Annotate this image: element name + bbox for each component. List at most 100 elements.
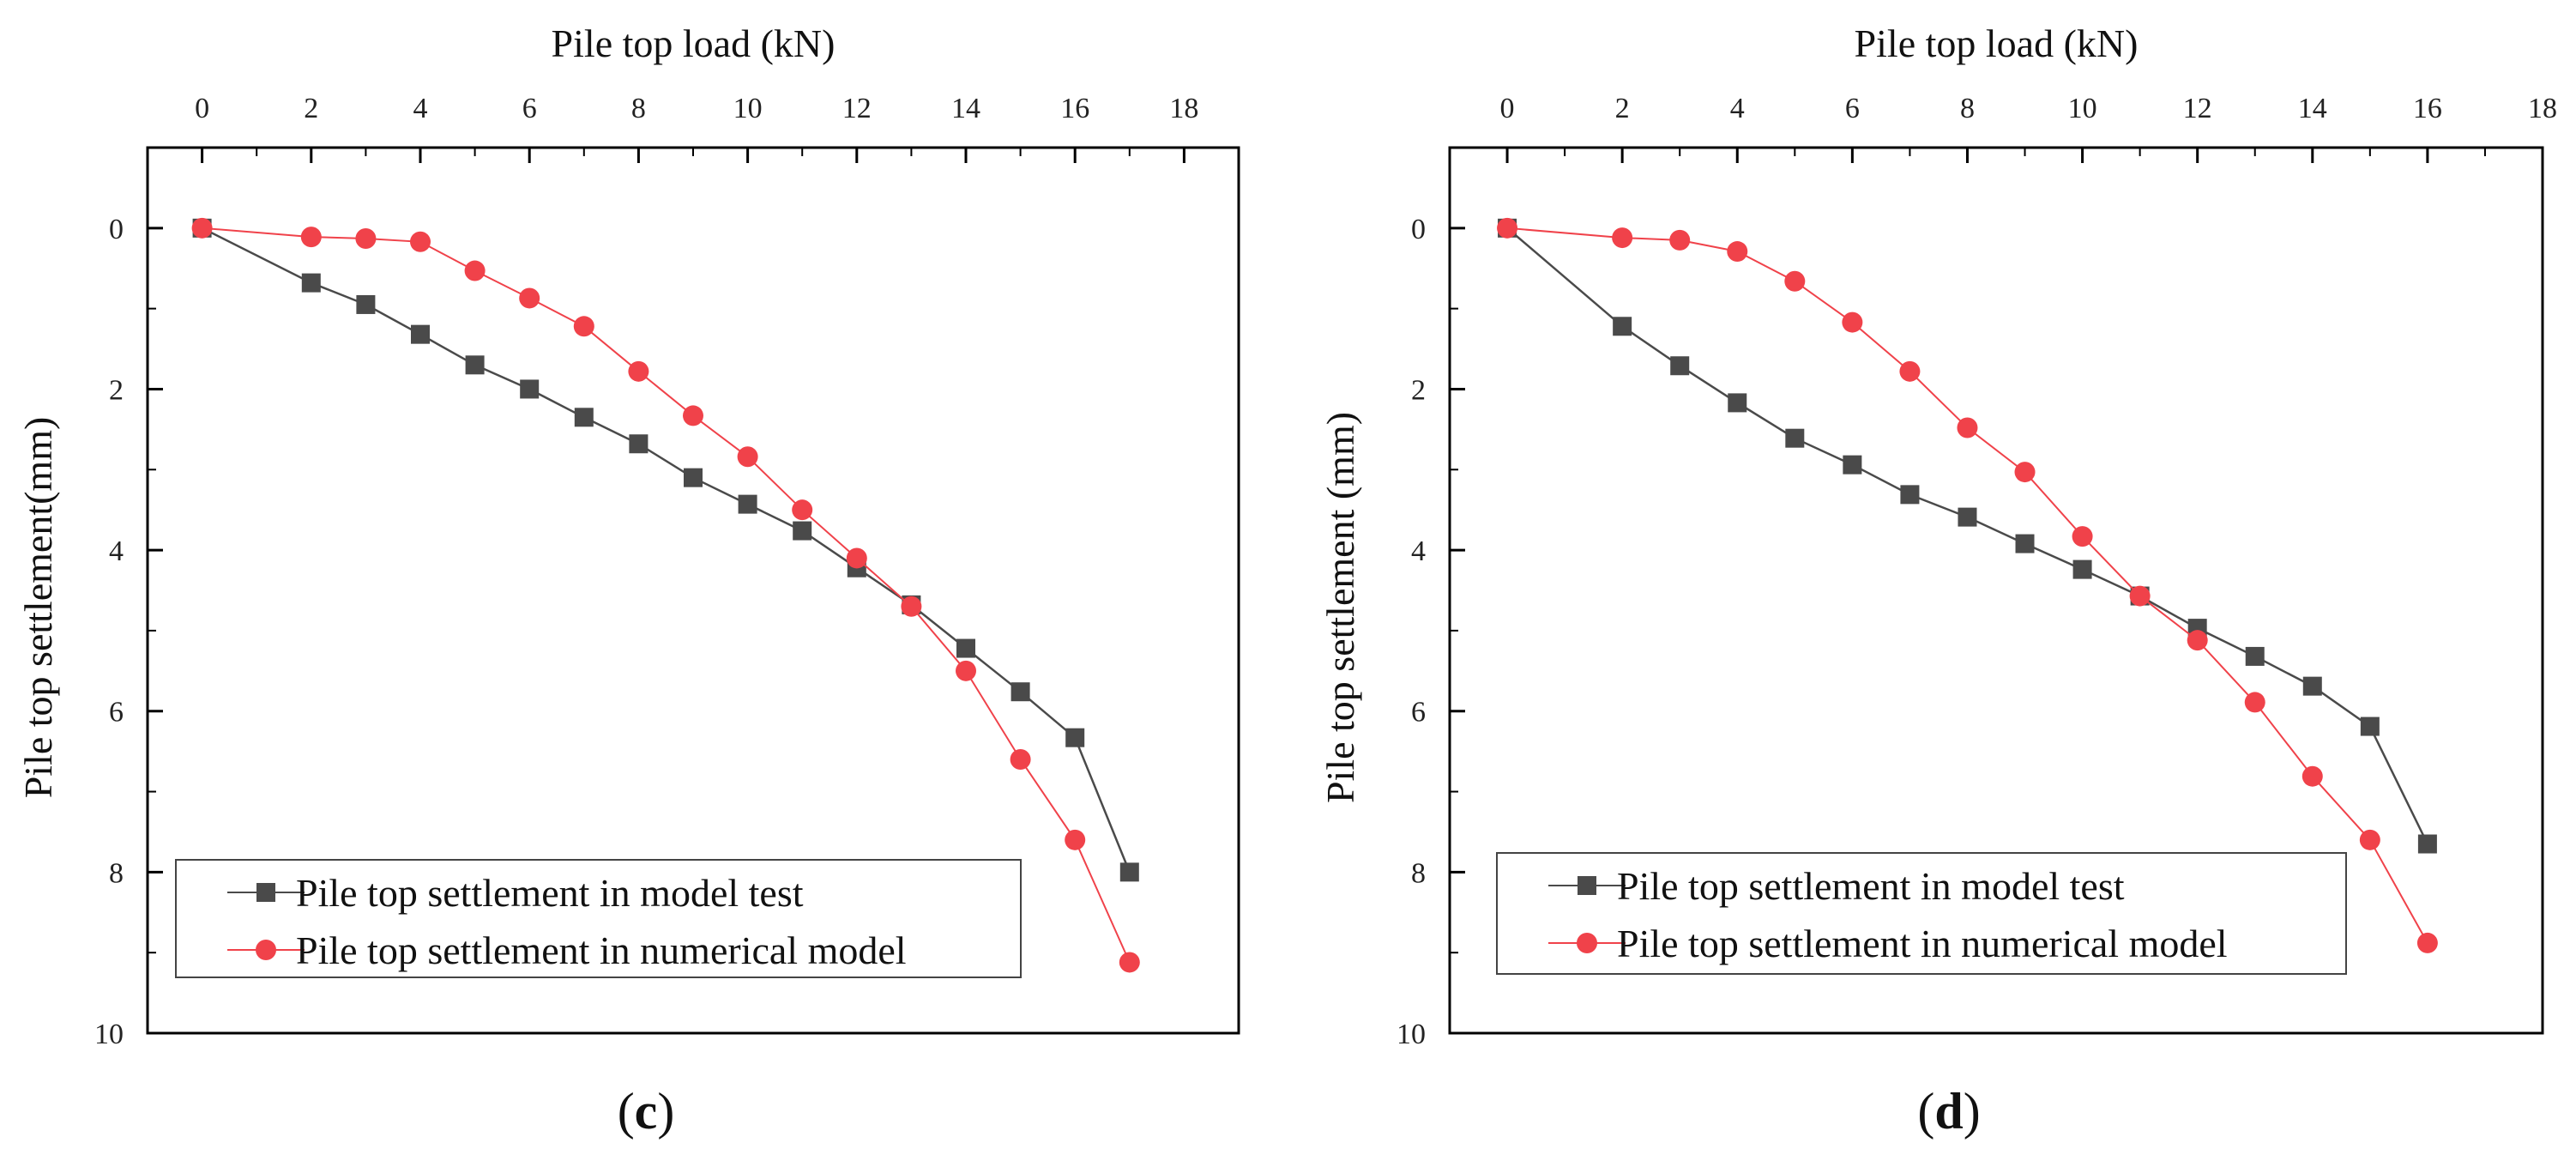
x-tick-label: 0 [195,93,209,124]
data-point-circle [1669,229,1691,251]
legend-label: Pile top settlement in model test [1617,864,2125,908]
y-tick-label: 10 [1397,1019,1426,1050]
data-point-square [956,638,975,658]
y-tick-label: 4 [109,535,124,567]
series-line [202,227,1131,963]
data-point-square [1010,682,1030,702]
data-point-circle [355,228,377,250]
data-point-circle [2014,462,2036,483]
data-point-circle [846,547,867,569]
data-point-circle [1842,311,1863,333]
data-point-square [1958,507,1977,527]
data-point-square [1613,317,1632,336]
data-point-circle [464,260,486,281]
data-point-circle [1010,749,1031,771]
data-point-square [738,494,757,514]
panel-label-close: ) [1964,1083,1981,1140]
data-point-circle [191,217,213,239]
data-point-square [2302,676,2322,696]
y-tick-label: 8 [109,857,124,889]
y-axis-ticks: 0 2 4 6 8 10 [1397,147,1465,1050]
legend-square-marker [1578,876,1596,895]
x-tick-label: 4 [1730,93,1745,124]
y-tick-label: 6 [109,697,124,729]
data-point-circle [1497,217,1518,239]
data-point-square [1900,485,1920,505]
x-tick-label: 0 [1500,93,1515,124]
series-line [1506,227,2429,845]
data-point-circle [2187,630,2208,651]
y-tick-label: 4 [1411,535,1426,567]
data-point-square [2245,646,2265,666]
series-line [202,227,1131,873]
y-tick-label: 2 [109,374,124,406]
x-tick-label: 18 [2528,93,2557,124]
data-point-circle [901,596,922,617]
data-point-circle [2359,829,2380,850]
legend-entry-model-test: Pile top settlement in model test [1548,864,2125,908]
legend-box [1496,852,2347,975]
x-tick-label: 2 [1615,93,1630,124]
legend-entry-model-test: Pile top settlement in model test [227,871,804,915]
series-line [1507,227,2428,944]
y-tick-label: 8 [1411,857,1426,889]
data-point-circle [573,316,594,337]
data-point-circle [1119,952,1140,973]
y-axis-title: Pile top settlement(mm) [16,417,60,799]
data-point-circle [1065,829,1086,850]
panel-label-open: ( [618,1083,635,1140]
legend-label: Pile top settlement in numerical model [296,928,907,972]
x-axis-ticks: 0 2 4 6 8 10 12 14 16 18 [1500,93,2557,163]
x-tick-label: 2 [304,93,318,124]
data-point-square [1785,428,1805,448]
y-tick-label: 6 [1411,697,1426,729]
data-point-square [465,355,485,375]
data-point-circle [628,360,649,382]
x-tick-label: 12 [842,93,872,124]
y-axis-title: Pile top settlement (mm) [1318,412,1362,803]
x-tick-label: 16 [2413,93,2442,124]
data-point-circle [2129,585,2151,607]
legend-label: Pile top settlement in model test [296,871,804,915]
data-point-square [1670,356,1690,376]
data-point-circle [1957,417,1978,438]
panel-label-letter: d [1934,1083,1963,1140]
data-point-circle [1899,360,1921,382]
data-point-square [301,273,321,293]
legend-label: Pile top settlement in numerical model [1617,922,2228,965]
data-point-square [520,379,540,399]
legend: Pile top settlement in model test Pile t… [1496,852,2347,975]
data-point-circle [1612,227,1633,249]
data-point-square [356,294,376,314]
data-point-circle [792,499,813,521]
data-point-square [629,434,649,454]
plot-frame [1448,146,2544,1035]
data-point-square [2072,559,2092,579]
data-point-square [1065,728,1085,747]
data-point-square [2360,717,2380,736]
data-point-square [1843,455,1862,475]
x-tick-label: 18 [1169,93,1198,124]
data-point-circle [300,227,322,248]
legend-box [175,859,1022,978]
legend-circle-marker [1577,933,1597,953]
x-tick-label: 8 [1960,93,1975,124]
data-point-square [684,468,703,487]
x-tick-label: 8 [631,93,646,124]
x-axis-title: Pile top load (kN) [552,21,836,65]
y-tick-label: 0 [109,214,124,245]
x-tick-label: 14 [2298,93,2327,124]
panel-label: (c) [618,1083,675,1140]
y-tick-label: 2 [1411,374,1426,406]
data-point-square [1728,393,1747,413]
chart-panel-c: 0 2 4 6 8 10 12 14 16 18 0 2 4 6 8 10 Pile top load (k… [16,21,1240,1140]
chart-panel-d: 0 2 4 6 8 10 12 14 16 18 0 2 4 6 8 10 Pile top load (k… [1318,21,2557,1140]
y-tick-label: 0 [1411,214,1426,245]
x-tick-label: 10 [2068,93,2097,124]
y-tick-label: 10 [94,1019,124,1050]
panel-label-letter: c [635,1083,658,1140]
legend-entry-numerical-model: Pile top settlement in numerical model [1548,922,2228,965]
series-layer [1497,217,2438,953]
panel-label: (d) [1917,1083,1980,1140]
